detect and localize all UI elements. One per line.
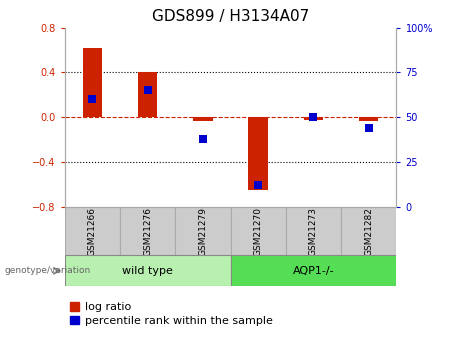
Bar <box>286 207 341 255</box>
Bar <box>175 207 230 255</box>
Point <box>89 97 96 102</box>
Bar <box>65 207 120 255</box>
Point <box>310 115 317 120</box>
Point <box>254 183 262 188</box>
Bar <box>138 72 157 117</box>
Text: GSM21273: GSM21273 <box>309 207 318 256</box>
Bar <box>304 117 323 119</box>
Point <box>199 136 207 141</box>
Text: GSM21276: GSM21276 <box>143 207 152 256</box>
Bar <box>230 207 286 255</box>
Bar <box>65 255 230 286</box>
Bar <box>120 207 175 255</box>
Text: GSM21279: GSM21279 <box>198 207 207 256</box>
Point <box>144 88 151 93</box>
Text: genotype/variation: genotype/variation <box>5 266 91 275</box>
Text: wild type: wild type <box>122 266 173 276</box>
Text: GSM21282: GSM21282 <box>364 207 373 256</box>
Text: AQP1-/-: AQP1-/- <box>293 266 334 276</box>
Bar <box>341 207 396 255</box>
Title: GDS899 / H3134A07: GDS899 / H3134A07 <box>152 9 309 24</box>
Bar <box>359 117 378 121</box>
Text: GSM21266: GSM21266 <box>88 207 97 256</box>
Bar <box>248 117 268 190</box>
Text: GSM21270: GSM21270 <box>254 207 263 256</box>
Point <box>365 125 372 131</box>
Legend: log ratio, percentile rank within the sample: log ratio, percentile rank within the sa… <box>70 302 272 326</box>
Bar <box>83 48 102 117</box>
Bar <box>230 255 396 286</box>
Bar <box>193 117 213 121</box>
